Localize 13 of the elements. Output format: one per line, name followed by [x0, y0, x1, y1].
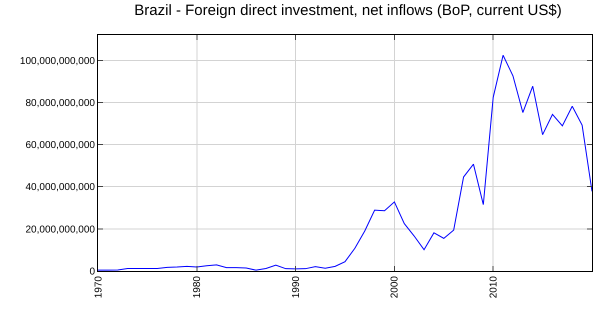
y-tick-label: 80,000,000,000 — [25, 98, 96, 109]
line-series — [98, 54, 592, 271]
y-tick-label: 40,000,000,000 — [25, 182, 96, 194]
x-tick-label: 1980 — [192, 276, 204, 298]
y-tick-label: 20,000,000,000 — [25, 224, 96, 236]
x-tick-label: 1970 — [93, 276, 104, 298]
y-tick-label: 60,000,000,000 — [25, 140, 96, 152]
x-tick-label: 1990 — [290, 276, 302, 298]
y-tick-label: 100,000,000,000 — [20, 56, 96, 67]
x-tick-label: 2000 — [390, 276, 401, 298]
chart-title: Brazil - Foreign direct investment, net inflows (BoP, current US$) — [134, 2, 562, 20]
x-tick-label: 2010 — [488, 276, 500, 298]
y-tick-label: 0 — [89, 266, 96, 278]
